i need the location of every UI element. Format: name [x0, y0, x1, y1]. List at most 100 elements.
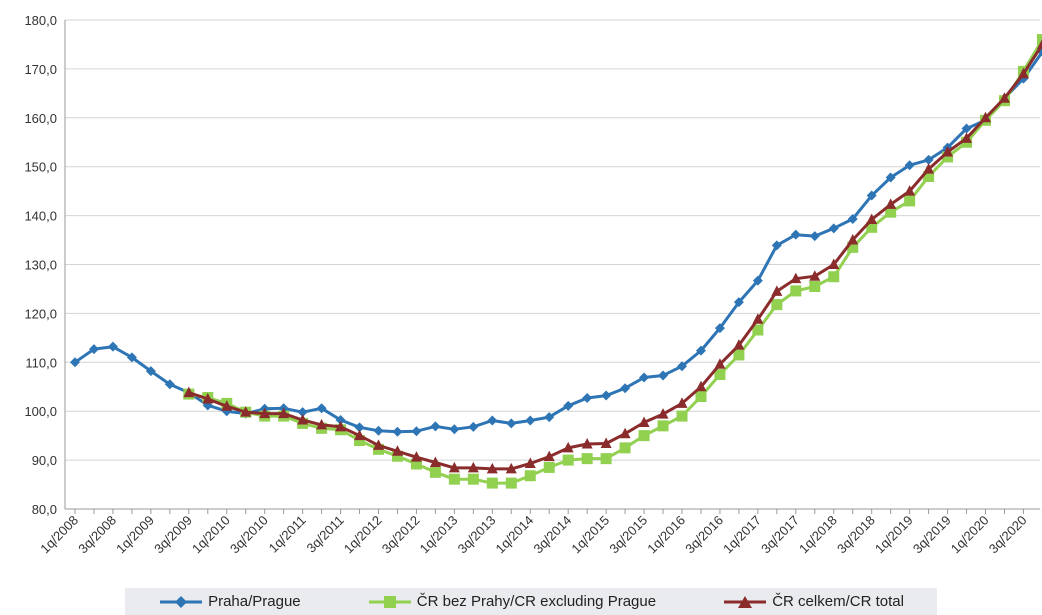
data-point: [923, 170, 935, 182]
data-point: [448, 473, 460, 485]
data-point: [639, 372, 650, 383]
y-tick-label: 80,0: [32, 502, 57, 517]
legend-item-cr-total: ČR celkem/CR total: [722, 593, 904, 610]
x-tick-label: 1q/2012: [341, 513, 385, 557]
y-tick-label: 130,0: [24, 258, 57, 273]
data-point: [316, 403, 327, 414]
data-point: [998, 92, 1010, 103]
data-point: [619, 442, 631, 454]
data-point: [942, 146, 954, 157]
x-tick-label: 3q/2010: [227, 513, 271, 557]
data-point: [828, 258, 840, 269]
data-point: [525, 415, 536, 426]
data-point: [582, 392, 593, 403]
data-point: [752, 275, 763, 286]
data-point: [600, 453, 612, 465]
x-tick-label: 1q/2010: [189, 513, 233, 557]
data-point: [486, 462, 498, 474]
y-tick-label: 120,0: [24, 306, 57, 321]
data-point: [429, 466, 441, 478]
data-point: [885, 172, 896, 183]
x-tick-label: 3q/2016: [682, 513, 726, 557]
x-tick-label: 1q/2018: [796, 513, 840, 557]
y-tick-label: 180,0: [24, 13, 57, 28]
data-point: [316, 418, 328, 430]
data-point: [373, 439, 385, 450]
data-point: [505, 462, 517, 474]
data-point: [467, 461, 479, 473]
data-point: [448, 461, 460, 473]
data-point: [828, 271, 840, 283]
data-point: [733, 339, 745, 350]
data-point: [467, 473, 479, 485]
data-point: [164, 379, 175, 390]
series-line: [188, 38, 1042, 485]
data-point: [885, 198, 897, 209]
data-point: [354, 429, 366, 441]
data-point: [676, 410, 688, 422]
data-point: [866, 221, 878, 233]
data-point: [410, 451, 422, 462]
legend-label-cr-total: ČR celkem/CR total: [772, 593, 904, 610]
data-point: [145, 366, 156, 377]
data-point: [487, 415, 498, 426]
data-point: [923, 154, 934, 165]
data-point: [638, 430, 650, 442]
data-point: [240, 406, 252, 417]
data-point: [923, 163, 935, 174]
data-point: [714, 323, 725, 334]
data-point: [809, 231, 820, 242]
data-point: [790, 272, 802, 284]
x-tick-label: 1q/2014: [493, 513, 537, 557]
data-point: [620, 383, 631, 394]
data-point: [107, 341, 118, 352]
x-tick-label: 3q/2012: [379, 513, 423, 557]
data-point: [543, 461, 555, 473]
x-tick-label: 3q/2008: [75, 513, 119, 557]
legend-label-prague: Praha/Prague: [208, 593, 301, 610]
data-point: [354, 435, 366, 447]
data-point: [486, 477, 498, 489]
data-point: [980, 111, 992, 123]
data-point: [714, 369, 726, 381]
data-point: [543, 450, 555, 462]
data-point: [506, 418, 517, 429]
data-point: [866, 213, 878, 225]
data-point: [677, 361, 688, 372]
data-point: [70, 357, 80, 368]
data-point: [676, 397, 688, 408]
data-point: [524, 470, 536, 482]
data-point: [562, 454, 574, 466]
data-point: [657, 420, 669, 432]
data-point: [733, 297, 744, 308]
data-point: [847, 241, 859, 253]
data-point: [885, 206, 897, 218]
legend-item-prague: Praha/Prague: [158, 593, 301, 610]
y-tick-label: 150,0: [24, 160, 57, 175]
data-point: [468, 421, 479, 432]
data-point: [88, 344, 99, 355]
data-point: [391, 445, 403, 456]
data-point: [752, 313, 764, 324]
x-tick-label: 3q/2013: [455, 513, 499, 557]
x-tick-label: 1q/2009: [113, 513, 157, 557]
data-point: [202, 392, 214, 404]
data-point: [505, 477, 517, 489]
y-tick-label: 170,0: [24, 62, 57, 77]
x-tick-label: 1q/2019: [872, 513, 916, 557]
data-point: [809, 270, 821, 281]
data-point: [278, 407, 290, 419]
data-point: [354, 422, 365, 433]
series-2: [183, 39, 1042, 474]
data-point: [600, 437, 612, 448]
x-tick-label: 1q/2013: [417, 513, 461, 557]
x-tick-label: 3q/2009: [151, 513, 195, 557]
data-point: [429, 456, 441, 468]
x-tick-label: 3q/2017: [758, 513, 802, 557]
data-point: [771, 285, 783, 296]
data-point: [847, 214, 858, 225]
data-point: [183, 386, 195, 398]
data-point: [771, 240, 782, 251]
data-point: [904, 195, 916, 207]
